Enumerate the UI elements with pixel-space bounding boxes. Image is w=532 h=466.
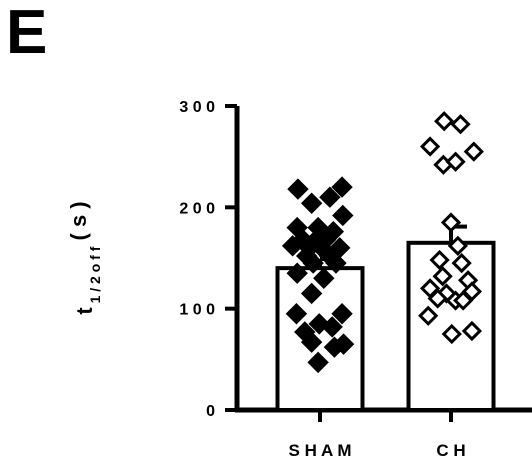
data-point-filled-diamond xyxy=(286,262,308,284)
bar xyxy=(275,266,365,412)
data-point-filled-diamond xyxy=(307,351,329,374)
labels: 0 1 0 0 2 0 0 3 0 0 S H A M C H t 1 / 2 o f f … xyxy=(66,99,466,460)
data-point-open-diamond xyxy=(461,320,483,342)
data-point-filled-diamond xyxy=(325,252,347,274)
data-point-filled-diamond xyxy=(300,192,323,214)
data-point-filled-diamond xyxy=(323,336,346,358)
data-point-open-diamond xyxy=(447,235,468,256)
y-tick-label: 0 xyxy=(206,403,215,420)
data-point-open-diamond xyxy=(434,111,455,132)
y-axis-label-subscript: 1 / 2 o f f xyxy=(87,246,103,307)
data-point-filled-diamond xyxy=(302,252,324,274)
data-point-filled-diamond xyxy=(319,186,341,208)
data-point-filled-diamond xyxy=(300,331,323,353)
data-point-open-diamond xyxy=(453,290,474,311)
data-point-filled-diamond xyxy=(331,176,353,198)
data-point-filled-diamond xyxy=(308,313,330,335)
data-points xyxy=(281,111,484,374)
data-point-open-diamond xyxy=(418,305,439,326)
data-point-open-diamond xyxy=(451,252,472,274)
data-point-filled-diamond xyxy=(331,303,353,325)
data-point-open-diamond xyxy=(427,288,448,309)
panel-label: E xyxy=(6,0,48,67)
y-tick-label: 3 0 0 xyxy=(179,99,215,116)
data-point-open-diamond xyxy=(432,266,453,287)
y-axis-label: t 1 / 2 o f f ( s ) xyxy=(66,201,103,314)
data-point-filled-diamond xyxy=(285,303,308,325)
y-tick-label: 2 0 0 xyxy=(179,200,215,217)
data-point-filled-diamond xyxy=(332,204,354,227)
y-axis-label-main: t xyxy=(72,307,97,315)
data-point-open-diamond xyxy=(440,212,462,233)
x-tick-label: C H xyxy=(436,441,465,460)
data-point-filled-diamond xyxy=(313,267,335,289)
data-point-filled-diamond xyxy=(287,178,309,200)
y-tick-label: 1 0 0 xyxy=(179,302,215,319)
x-tick-label: S H A M xyxy=(289,441,352,460)
data-point-open-diamond xyxy=(445,151,466,172)
data-point-open-diamond xyxy=(441,323,462,345)
data-point-open-diamond xyxy=(463,141,484,162)
data-point-open-diamond xyxy=(450,114,471,135)
data-point-open-diamond xyxy=(419,136,441,157)
data-point-open-diamond xyxy=(429,249,450,271)
data-point-filled-diamond xyxy=(321,316,343,338)
data-point-filled-diamond xyxy=(281,235,304,257)
y-axis-label-unit: ( s ) xyxy=(66,201,91,246)
data-point-filled-diamond xyxy=(300,282,323,305)
